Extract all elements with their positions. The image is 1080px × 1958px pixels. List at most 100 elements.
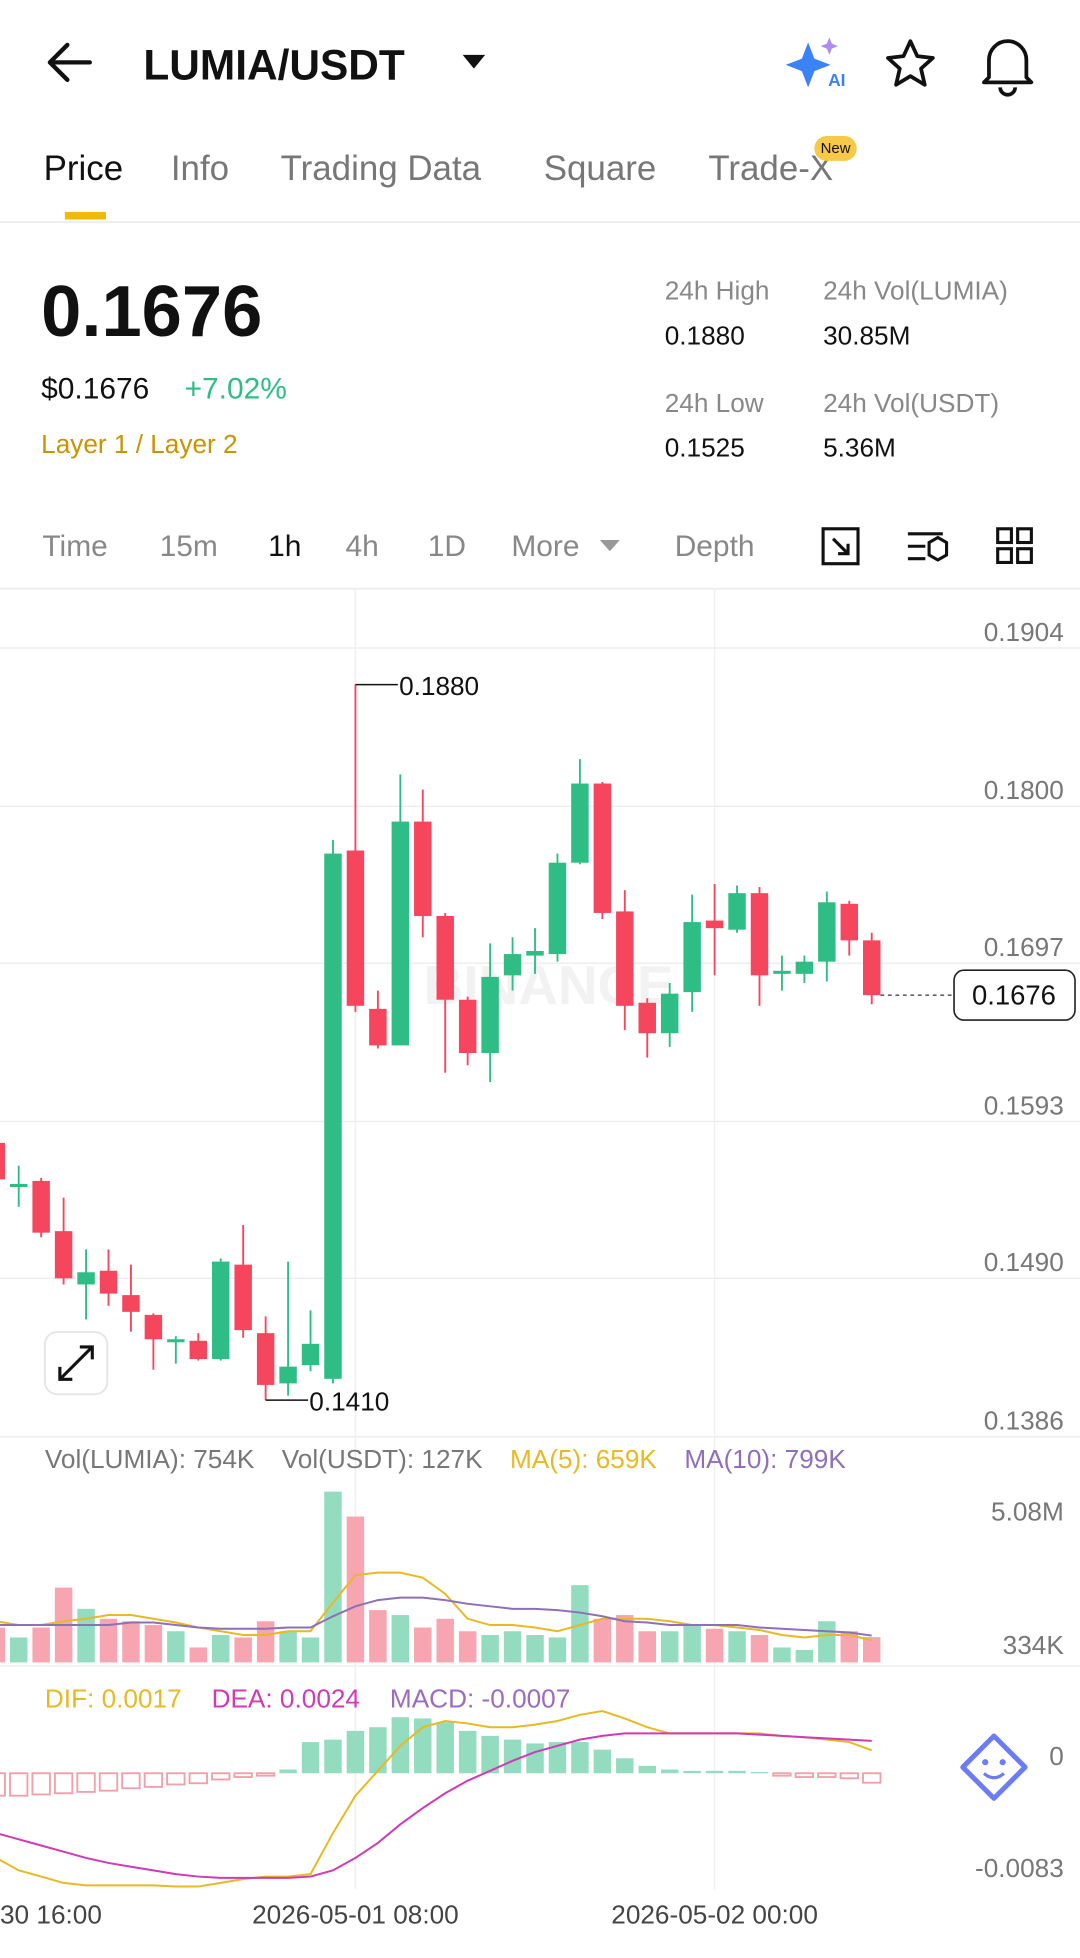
fullscreen-button[interactable]: [821, 527, 860, 566]
legend-entry: Vol(USDT): 127K: [282, 1444, 483, 1474]
volume-bar: [391, 1615, 410, 1663]
y-tick-label: 0: [1049, 1741, 1064, 1771]
macd-bar: [324, 1739, 342, 1774]
interval-option[interactable]: Time: [42, 530, 107, 563]
macd-bar: [31, 1772, 51, 1796]
volume-bar: [99, 1618, 118, 1663]
new-badge-text: New: [821, 140, 851, 157]
candle-body: [795, 961, 814, 974]
volume-bar: [144, 1625, 163, 1663]
candle-body: [144, 1314, 163, 1340]
alert-button[interactable]: [982, 39, 1034, 97]
ma-line: [0, 1596, 872, 1637]
legend-entry: DEA: 0.0024: [212, 1684, 360, 1714]
tab[interactable]: Trade-X: [708, 149, 833, 188]
macd-bar: [436, 1722, 454, 1774]
candle-body: [481, 976, 499, 1054]
interval-option[interactable]: More: [511, 530, 579, 563]
candle-body: [414, 821, 432, 916]
back-button[interactable]: [47, 42, 92, 83]
candle-body: [212, 1261, 230, 1360]
svg-text:AI: AI: [828, 70, 845, 90]
macd-bar: [794, 1772, 815, 1778]
candle-body: [593, 783, 612, 913]
interval-option[interactable]: 4h: [345, 530, 378, 563]
macd-bar: [233, 1772, 253, 1778]
macd-bar: [548, 1742, 567, 1774]
sector-tags[interactable]: Layer 1 / Layer 2: [41, 429, 237, 459]
stat-value: 30.85M: [823, 320, 910, 350]
tab[interactable]: Price: [44, 149, 124, 188]
candle-body: [189, 1340, 208, 1360]
expand-chart-button[interactable]: [43, 1330, 109, 1396]
volume-bar: [795, 1649, 814, 1663]
more-dropdown[interactable]: [599, 540, 620, 552]
volume-bar: [346, 1516, 365, 1663]
chart: 30 16:00 2026-05-01 08:00 2026-05-02 00:00…: [0, 588, 1080, 1929]
y-tick-label: 334K: [1003, 1630, 1065, 1660]
candle-body: [391, 821, 410, 1046]
candle-body: [0, 1142, 5, 1180]
macd-bar: [279, 1769, 297, 1774]
legend-entry: MA(5): 659K: [510, 1444, 657, 1474]
interval-option[interactable]: Depth: [675, 530, 755, 563]
macd-bar: [839, 1772, 859, 1780]
macd-bar: [571, 1742, 589, 1774]
tab[interactable]: Square: [544, 149, 657, 188]
assistant-button[interactable]: [960, 1733, 1028, 1801]
y-tick-label: 5.08M: [991, 1497, 1064, 1527]
volume-bar: [863, 1637, 881, 1663]
macd-bar: [772, 1772, 792, 1777]
ai-button[interactable]: AI: [785, 37, 846, 90]
macd-bar: [255, 1772, 276, 1777]
stat-value: 0.1880: [665, 320, 745, 350]
candle-body: [818, 902, 836, 962]
candle-body: [369, 1008, 387, 1046]
volume-bar: [122, 1621, 140, 1663]
volume-bar: [638, 1631, 656, 1663]
macd-bar: [188, 1772, 208, 1785]
tab[interactable]: Trading Data: [281, 149, 482, 188]
candle-body: [77, 1272, 95, 1285]
candle-body: [503, 954, 522, 976]
last-price-tag: [953, 969, 1076, 1021]
last-price: 0.1676: [41, 272, 262, 352]
volume-bar: [189, 1647, 208, 1663]
ma-line: [0, 1571, 872, 1642]
interval-option[interactable]: 1h: [268, 530, 301, 563]
volume-bar: [77, 1608, 95, 1663]
macd-bar: [750, 1772, 769, 1774]
macd-bar: [526, 1743, 544, 1774]
y-tick-label: 0.1904: [984, 617, 1064, 647]
interval-option[interactable]: 15m: [160, 530, 218, 563]
tab[interactable]: Info: [171, 149, 229, 188]
indicator-settings-button[interactable]: [907, 532, 949, 562]
active-tab-indicator: [64, 212, 107, 220]
volume-bar: [548, 1637, 567, 1663]
macd-bar: [862, 1772, 882, 1784]
macd-bar: [98, 1772, 119, 1792]
volume-bar: [616, 1615, 634, 1663]
y-tick-label: 0.1697: [984, 932, 1064, 962]
pair-title[interactable]: LUMIA/USDT: [143, 41, 404, 88]
usd-price: $0.1676: [41, 373, 149, 406]
y-tick-label: 0.1593: [984, 1090, 1064, 1120]
legend-entry: MA(10): 799K: [684, 1444, 846, 1474]
candle-body: [346, 850, 365, 1006]
pair-dropdown[interactable]: [462, 54, 486, 69]
macd-bar: [503, 1739, 522, 1774]
volume-bar: [9, 1637, 28, 1663]
candle-body: [458, 999, 477, 1054]
layout-button[interactable]: [996, 527, 1033, 565]
stat-label: 24h Low: [665, 388, 764, 418]
price-change: +7.02%: [185, 373, 287, 406]
new-badge: [814, 135, 857, 161]
y-tick-label: 0.1386: [984, 1405, 1064, 1435]
volume-bar: [750, 1634, 769, 1663]
stat-value: 0.1525: [665, 433, 745, 463]
macd-bar: [166, 1772, 186, 1786]
macd-bar: [660, 1769, 679, 1774]
interval-option[interactable]: 1D: [428, 530, 466, 563]
favorite-button[interactable]: [886, 39, 935, 87]
